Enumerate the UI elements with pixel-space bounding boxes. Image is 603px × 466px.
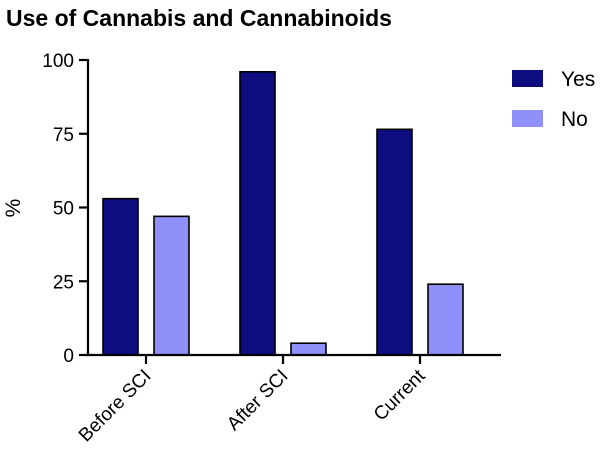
bar-no-after-sci — [290, 342, 327, 356]
bar-no-current — [427, 283, 464, 356]
bar-yes-after-sci — [239, 71, 276, 356]
y-tick-label: 100 — [42, 51, 74, 72]
legend-swatch-yes — [512, 70, 543, 87]
legend: Yes No — [512, 68, 595, 131]
legend-swatch-no — [512, 110, 543, 127]
bar-no-before-sci — [153, 215, 190, 356]
bar-yes-before-sci — [102, 197, 139, 356]
y-tick-label: 50 — [53, 199, 74, 220]
bars-group — [102, 71, 464, 356]
chart-title: Use of Cannabis and Cannabinoids — [6, 5, 392, 31]
y-axis-ticks: 0 25 50 75 100 — [42, 51, 88, 367]
legend-label-no: No — [561, 108, 588, 131]
x-axis-ticks: Before SCI After SCI Current — [75, 355, 430, 446]
x-tick-label: Before SCI — [75, 366, 156, 447]
y-axis-label: % — [2, 199, 25, 218]
y-tick-label: 25 — [53, 272, 74, 293]
y-tick-label: 0 — [63, 346, 74, 367]
y-tick-label: 75 — [53, 125, 74, 146]
x-tick-label: After SCI — [223, 366, 292, 435]
x-tick-label: Current — [370, 365, 430, 425]
legend-label-yes: Yes — [561, 68, 595, 91]
bar-yes-current — [376, 128, 413, 356]
